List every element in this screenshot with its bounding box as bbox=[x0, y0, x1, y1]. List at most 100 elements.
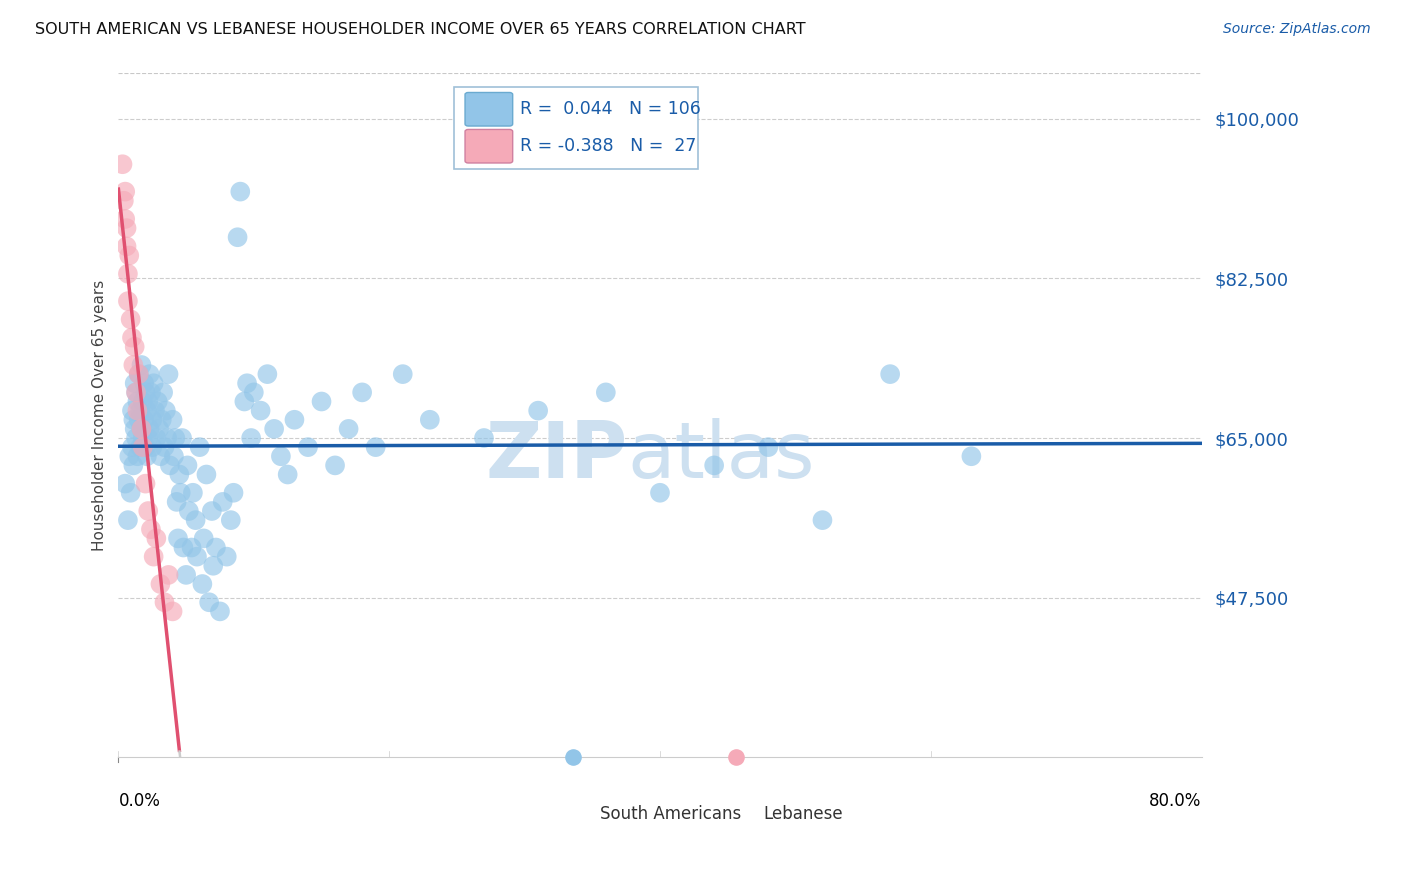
Point bbox=[146, 394, 169, 409]
Text: Source: ZipAtlas.com: Source: ZipAtlas.com bbox=[1223, 22, 1371, 37]
Point bbox=[195, 467, 218, 482]
Point bbox=[124, 340, 146, 354]
Point bbox=[112, 194, 135, 208]
Point bbox=[129, 403, 152, 417]
Point bbox=[132, 431, 155, 445]
Point bbox=[233, 394, 256, 409]
Point bbox=[135, 449, 157, 463]
Point bbox=[193, 532, 215, 546]
Point bbox=[256, 367, 278, 381]
Point bbox=[229, 185, 252, 199]
Point bbox=[155, 403, 177, 417]
Point bbox=[184, 513, 207, 527]
Point bbox=[125, 431, 148, 445]
Point bbox=[472, 431, 495, 445]
Point bbox=[157, 367, 180, 381]
Point bbox=[131, 422, 153, 436]
Point bbox=[117, 294, 139, 309]
Text: atlas: atlas bbox=[627, 418, 815, 494]
Point bbox=[120, 485, 142, 500]
Point bbox=[419, 413, 441, 427]
Point bbox=[170, 485, 193, 500]
Point bbox=[162, 413, 184, 427]
Point bbox=[215, 549, 238, 564]
Point bbox=[311, 394, 333, 409]
Point bbox=[145, 532, 167, 546]
Point bbox=[811, 513, 834, 527]
Point bbox=[118, 449, 141, 463]
Point bbox=[240, 431, 263, 445]
Point bbox=[136, 394, 159, 409]
Point bbox=[152, 385, 174, 400]
Point bbox=[134, 440, 156, 454]
Point bbox=[111, 157, 134, 171]
Point bbox=[127, 394, 149, 409]
Point bbox=[132, 394, 155, 409]
Text: R =  0.044   N = 106: R = 0.044 N = 106 bbox=[520, 100, 702, 119]
Point bbox=[141, 413, 163, 427]
Point bbox=[128, 367, 150, 381]
Point bbox=[139, 385, 162, 400]
Point bbox=[208, 604, 231, 618]
Point bbox=[125, 385, 148, 400]
Point bbox=[960, 449, 983, 463]
Point bbox=[135, 403, 157, 417]
Point bbox=[143, 403, 166, 417]
Point bbox=[153, 440, 176, 454]
Point bbox=[648, 485, 671, 500]
Point bbox=[270, 449, 292, 463]
FancyBboxPatch shape bbox=[465, 129, 513, 163]
FancyBboxPatch shape bbox=[454, 87, 697, 169]
Point bbox=[186, 549, 208, 564]
FancyBboxPatch shape bbox=[465, 93, 513, 126]
Point bbox=[121, 331, 143, 345]
Point bbox=[297, 440, 319, 454]
Point bbox=[128, 367, 150, 381]
Point bbox=[129, 440, 152, 454]
Point bbox=[132, 440, 155, 454]
Point bbox=[527, 403, 550, 417]
Point bbox=[124, 422, 146, 436]
Point bbox=[337, 422, 360, 436]
Point bbox=[122, 458, 145, 473]
Point bbox=[134, 385, 156, 400]
Point bbox=[118, 248, 141, 262]
Text: South Americans: South Americans bbox=[600, 805, 742, 823]
Text: R = -0.388   N =  27: R = -0.388 N = 27 bbox=[520, 137, 696, 155]
Point bbox=[174, 567, 197, 582]
Point bbox=[202, 558, 225, 573]
Point bbox=[198, 595, 221, 609]
Text: Lebanese: Lebanese bbox=[763, 805, 842, 823]
Point bbox=[277, 467, 299, 482]
Point bbox=[595, 385, 617, 400]
Point bbox=[127, 449, 149, 463]
Point bbox=[201, 504, 224, 518]
Point bbox=[134, 413, 156, 427]
Point bbox=[263, 422, 285, 436]
Point bbox=[180, 541, 202, 555]
Text: 80.0%: 80.0% bbox=[1149, 791, 1202, 810]
Point bbox=[181, 485, 204, 500]
Point bbox=[243, 385, 266, 400]
Point bbox=[121, 403, 143, 417]
Point bbox=[205, 541, 228, 555]
Point bbox=[226, 230, 249, 244]
Point bbox=[114, 185, 136, 199]
Point bbox=[120, 312, 142, 326]
Point bbox=[191, 577, 214, 591]
Point bbox=[236, 376, 259, 391]
Point bbox=[323, 458, 346, 473]
Point bbox=[283, 413, 305, 427]
Point bbox=[124, 376, 146, 391]
Point bbox=[122, 358, 145, 372]
Point bbox=[131, 358, 153, 372]
Point bbox=[115, 221, 138, 235]
Point bbox=[122, 413, 145, 427]
Point bbox=[117, 267, 139, 281]
Point bbox=[188, 440, 211, 454]
Point bbox=[211, 495, 233, 509]
Point bbox=[364, 440, 387, 454]
Point bbox=[134, 476, 156, 491]
Point bbox=[125, 385, 148, 400]
Point bbox=[163, 449, 186, 463]
